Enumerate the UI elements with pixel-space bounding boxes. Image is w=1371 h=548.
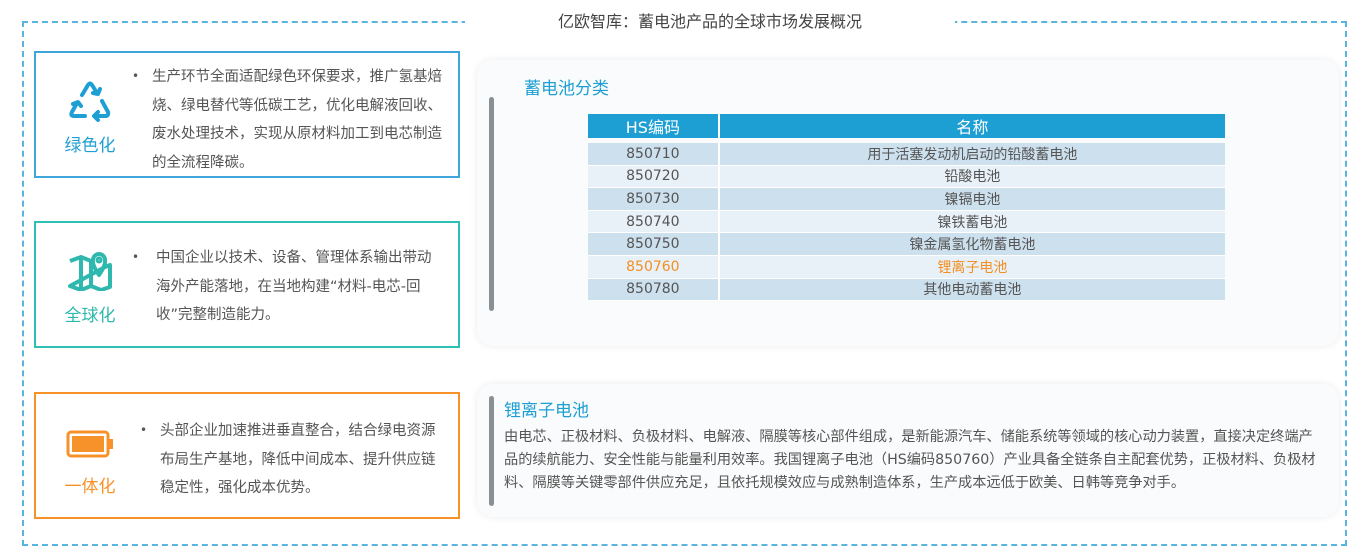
cell-code: 850760 (588, 255, 718, 279)
card-text: 中国企业以技术、设备、管理体系输出带动海外产能落地，在当地构建“材料-电芯-回收… (156, 250, 432, 324)
page-title: 亿欧智库：蓄电池产品的全球市场发展概况 (465, 10, 955, 34)
cell-code: 850780 (588, 278, 718, 302)
table-row: 850730 镍镉电池 (588, 188, 1225, 211)
table-row: 850780 其他电动蓄电池 (588, 278, 1225, 302)
cell-name: 镍铁蓄电池 (717, 210, 1225, 234)
cell-code: 850730 (588, 188, 718, 211)
cell-code: 850720 (588, 165, 718, 189)
bullet: • (132, 250, 140, 264)
map-pin-icon (62, 251, 118, 295)
card-label: 全球化 (64, 306, 116, 326)
cell-name: 用于活塞发动机启动的铅酸蓄电池 (717, 143, 1225, 166)
lithium-panel: 锂离子电池 由电芯、正极材料、负极材料、电解液、隔膜等核心部件组成，是新能源汽车… (477, 384, 1339, 517)
hs-code-table: HS编码 名称 850710 用于活塞发动机启动的铅酸蓄电池 850720 铅酸电池 8… (588, 114, 1225, 302)
table-row: 850760 锂离子电池 (588, 255, 1225, 279)
card-green: 绿色化 • 生产环节全面适配绿色环保要求，推广氢基焙烧、绿电替代等低碳工艺，优化… (34, 51, 460, 178)
accent-bar (489, 97, 494, 311)
table-row: 850710 用于活塞发动机启动的铅酸蓄电池 (588, 143, 1225, 166)
bullet: • (140, 423, 148, 437)
cell-code: 850740 (588, 210, 718, 234)
cell-code: 850710 (588, 143, 718, 166)
table-row: 850750 镍金属氢化物蓄电池 (588, 233, 1225, 256)
column-header-name: 名称 (717, 114, 1225, 143)
cell-name: 镍金属氢化物蓄电池 (717, 233, 1225, 256)
card-label: 一体化 (64, 477, 116, 497)
battery-icon (62, 430, 118, 474)
bullet: • (132, 69, 140, 83)
card-integration: 一体化 • 头部企业加速推进垂直整合，结合绿电资源布局生产基地，降低中间成本、提… (34, 392, 460, 519)
panel-title: 蓄电池分类 (524, 79, 609, 99)
card-global: 全球化 • 中国企业以技术、设备、管理体系输出带动海外产能落地，在当地构建“材料… (34, 221, 460, 348)
cell-name: 其他电动蓄电池 (717, 278, 1225, 302)
card-text: 头部企业加速推进垂直整合，结合绿电资源布局生产基地，降低中间成本、提升供应链稳定… (160, 423, 436, 497)
accent-bar (489, 396, 494, 506)
column-header-code: HS编码 (588, 114, 718, 143)
card-text: 生产环节全面适配绿色环保要求，推广氢基焙烧、绿电替代等低碳工艺，优化电解液回收、… (152, 69, 442, 172)
classification-panel: 蓄电池分类 HS编码 名称 850710 用于活塞发动机启动的铅酸蓄电池 85072… (477, 60, 1339, 346)
recycle-icon (62, 81, 118, 125)
cell-name: 镍镉电池 (717, 188, 1225, 211)
lithium-description: 由电芯、正极材料、负极材料、电解液、隔膜等核心部件组成，是新能源汽车、储能系统等… (504, 429, 1316, 491)
cell-name: 铅酸电池 (717, 165, 1225, 189)
table-row: 850720 铅酸电池 (588, 165, 1225, 189)
cell-code: 850750 (588, 233, 718, 256)
table-row: 850740 镍铁蓄电池 (588, 210, 1225, 234)
cell-name: 锂离子电池 (717, 255, 1225, 279)
panel-title: 锂离子电池 (504, 401, 589, 421)
card-label: 绿色化 (64, 136, 116, 156)
